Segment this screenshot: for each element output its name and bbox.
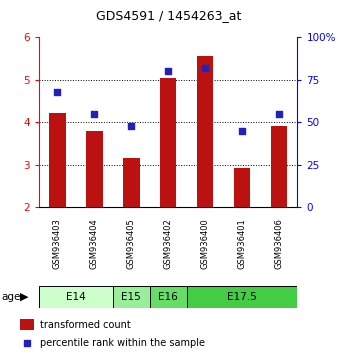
Bar [197, 56, 213, 207]
Text: E14: E14 [66, 292, 86, 302]
Text: ▶: ▶ [20, 292, 28, 302]
Text: GSM936401: GSM936401 [238, 218, 246, 269]
Bar [271, 126, 287, 207]
Point [239, 128, 245, 133]
Point [92, 111, 97, 116]
Point [128, 123, 134, 129]
Text: GSM936403: GSM936403 [53, 218, 62, 269]
Bar [187, 286, 297, 308]
Bar [49, 113, 66, 207]
Text: E17.5: E17.5 [227, 292, 257, 302]
Bar [39, 286, 113, 308]
Text: E15: E15 [121, 292, 141, 302]
Bar [86, 131, 103, 207]
Text: E16: E16 [158, 292, 178, 302]
Text: GDS4591 / 1454263_at: GDS4591 / 1454263_at [96, 10, 242, 22]
Point [266, 259, 271, 265]
Point [55, 89, 60, 95]
Bar [160, 78, 176, 207]
Bar [234, 167, 250, 207]
Text: GSM936404: GSM936404 [90, 218, 99, 269]
Bar [123, 158, 140, 207]
Text: GSM936406: GSM936406 [274, 218, 284, 269]
Bar [150, 286, 187, 308]
Point [202, 65, 208, 70]
Text: GSM936405: GSM936405 [127, 218, 136, 269]
Bar [20, 319, 34, 330]
Text: percentile rank within the sample: percentile rank within the sample [41, 338, 206, 348]
Text: GSM936400: GSM936400 [200, 218, 210, 269]
Bar [113, 286, 150, 308]
Point [166, 68, 171, 74]
Text: transformed count: transformed count [41, 320, 131, 330]
Point [276, 111, 282, 116]
Text: age: age [2, 292, 21, 302]
Text: GSM936402: GSM936402 [164, 218, 173, 269]
